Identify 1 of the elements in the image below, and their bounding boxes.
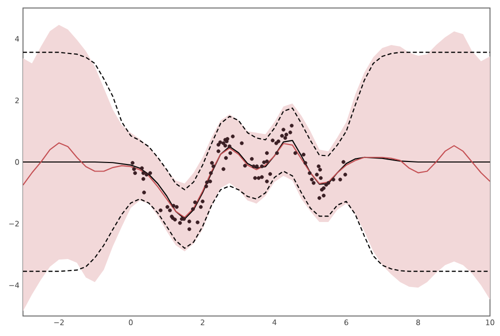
line-series bbox=[23, 170, 490, 272]
